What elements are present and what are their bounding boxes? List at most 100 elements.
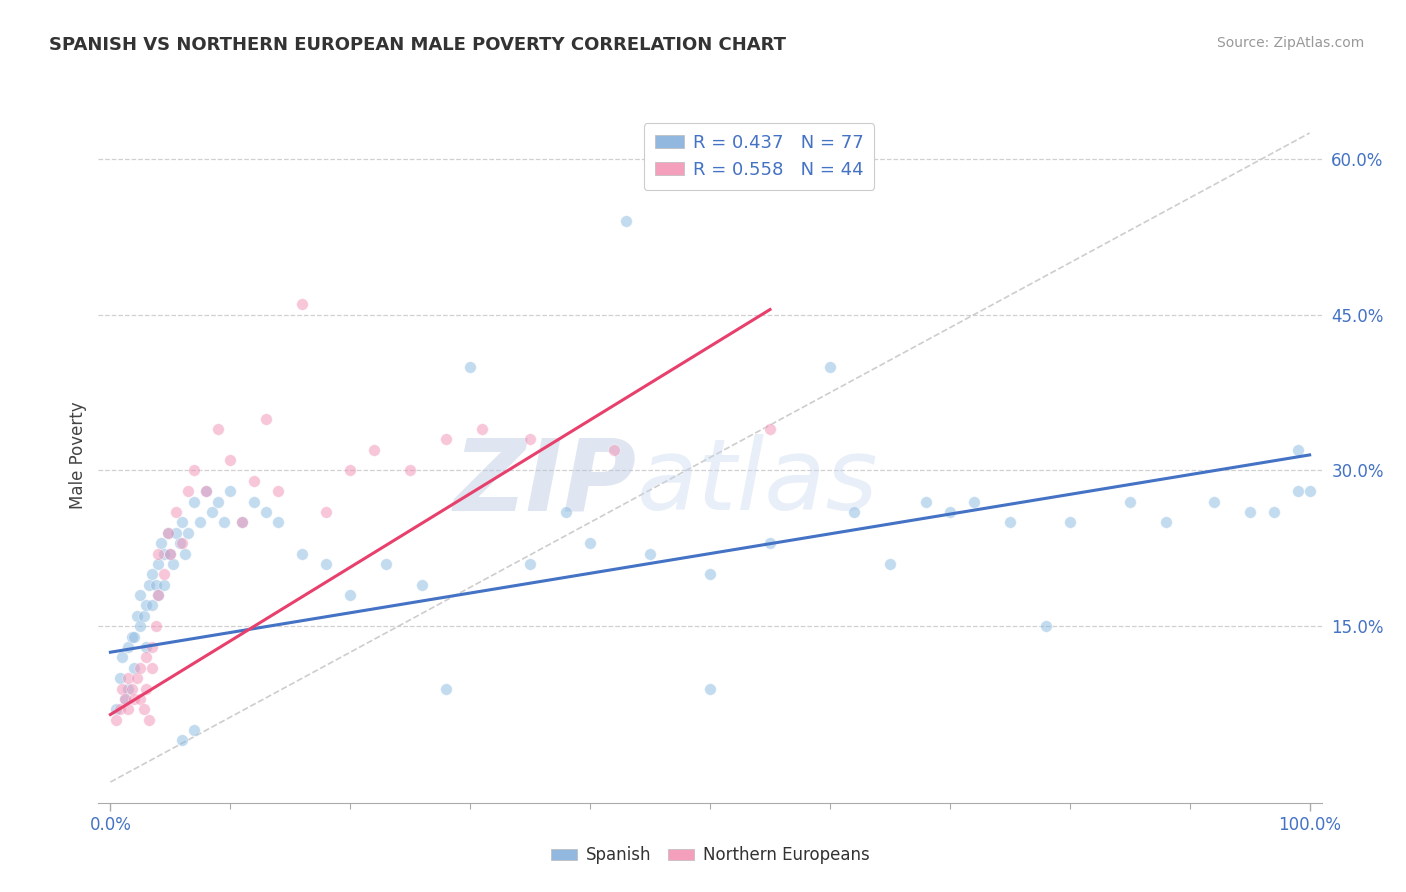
Point xyxy=(183,463,205,477)
Point xyxy=(315,505,337,519)
Point xyxy=(172,733,194,747)
Point xyxy=(141,567,163,582)
Point xyxy=(114,692,136,706)
Point xyxy=(291,547,314,561)
Text: atlas: atlas xyxy=(637,434,879,532)
Point xyxy=(153,567,176,582)
Point xyxy=(172,536,194,550)
Point xyxy=(148,588,170,602)
Point xyxy=(1298,484,1320,499)
Point xyxy=(124,692,146,706)
Point xyxy=(998,516,1021,530)
Point xyxy=(879,557,901,571)
Point xyxy=(148,547,170,561)
Point xyxy=(124,630,146,644)
Point xyxy=(1119,494,1142,508)
Point xyxy=(114,692,136,706)
Point xyxy=(411,578,433,592)
Point xyxy=(759,422,782,436)
Point xyxy=(759,536,782,550)
Point xyxy=(105,702,128,716)
Point xyxy=(121,681,143,696)
Point xyxy=(117,671,139,685)
Point xyxy=(1202,494,1225,508)
Point xyxy=(254,505,277,519)
Point xyxy=(614,214,637,228)
Point xyxy=(153,578,176,592)
Point xyxy=(108,702,131,716)
Point xyxy=(818,359,841,374)
Y-axis label: Male Poverty: Male Poverty xyxy=(69,401,87,508)
Point xyxy=(111,650,134,665)
Point xyxy=(148,557,170,571)
Point xyxy=(1059,516,1081,530)
Point xyxy=(434,433,457,447)
Point xyxy=(963,494,986,508)
Point xyxy=(145,619,167,633)
Point xyxy=(231,516,253,530)
Point xyxy=(141,599,163,613)
Point xyxy=(434,681,457,696)
Point xyxy=(458,359,481,374)
Point xyxy=(267,516,290,530)
Point xyxy=(363,442,385,457)
Point xyxy=(105,713,128,727)
Point xyxy=(1035,619,1057,633)
Point xyxy=(339,588,361,602)
Point xyxy=(111,681,134,696)
Point xyxy=(159,547,181,561)
Point xyxy=(188,516,211,530)
Point xyxy=(603,442,626,457)
Point xyxy=(177,484,200,499)
Point xyxy=(519,433,541,447)
Point xyxy=(117,681,139,696)
Point xyxy=(243,494,266,508)
Point xyxy=(207,494,229,508)
Point xyxy=(219,453,242,467)
Text: ZIP: ZIP xyxy=(454,434,637,532)
Point xyxy=(243,474,266,488)
Point xyxy=(138,713,160,727)
Point xyxy=(315,557,337,571)
Point xyxy=(1239,505,1261,519)
Point xyxy=(399,463,422,477)
Point xyxy=(1263,505,1285,519)
Point xyxy=(375,557,398,571)
Point xyxy=(156,525,179,540)
Point xyxy=(108,671,131,685)
Point xyxy=(183,723,205,738)
Point xyxy=(129,692,152,706)
Point xyxy=(129,619,152,633)
Point xyxy=(148,588,170,602)
Point xyxy=(162,557,184,571)
Point xyxy=(172,516,194,530)
Point xyxy=(165,505,187,519)
Point xyxy=(638,547,661,561)
Point xyxy=(214,516,236,530)
Point xyxy=(254,411,277,425)
Point xyxy=(195,484,218,499)
Point xyxy=(156,525,179,540)
Point xyxy=(141,640,163,654)
Point xyxy=(121,630,143,644)
Point xyxy=(339,463,361,477)
Point xyxy=(1286,442,1309,457)
Point xyxy=(939,505,962,519)
Point xyxy=(219,484,242,499)
Point xyxy=(129,661,152,675)
Point xyxy=(125,608,148,623)
Legend: Spanish, Northern Europeans: Spanish, Northern Europeans xyxy=(544,839,876,871)
Point xyxy=(699,567,721,582)
Point xyxy=(117,702,139,716)
Point xyxy=(132,608,155,623)
Point xyxy=(555,505,578,519)
Point xyxy=(1154,516,1177,530)
Text: Source: ZipAtlas.com: Source: ZipAtlas.com xyxy=(1216,36,1364,50)
Point xyxy=(135,640,157,654)
Point xyxy=(135,681,157,696)
Point xyxy=(135,650,157,665)
Point xyxy=(231,516,253,530)
Point xyxy=(201,505,224,519)
Point xyxy=(291,297,314,311)
Point xyxy=(267,484,290,499)
